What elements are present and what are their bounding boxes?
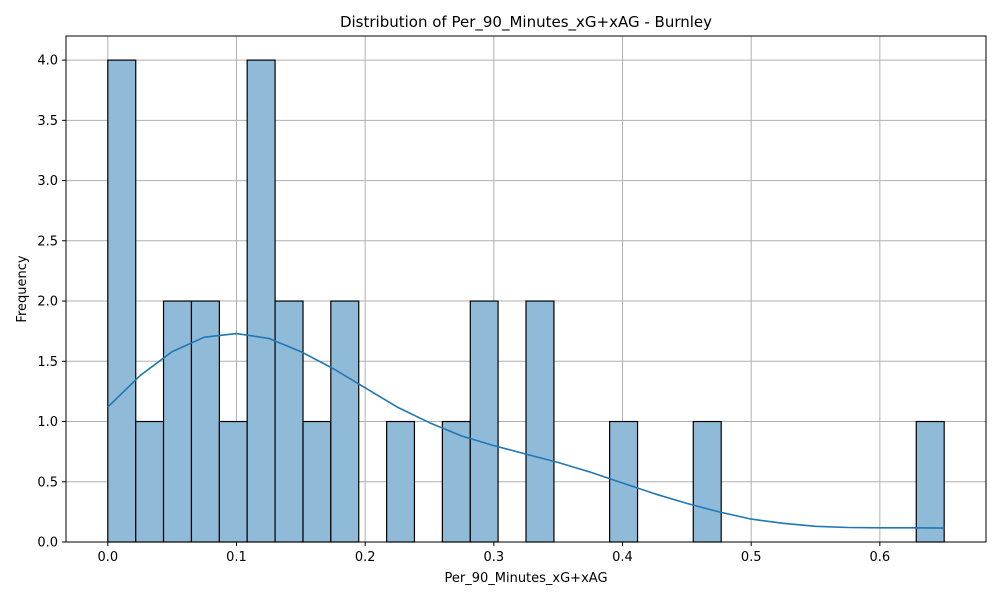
x-tick-label: 0.5 bbox=[741, 550, 762, 565]
x-tick-label: 0.2 bbox=[355, 550, 376, 565]
histogram-bars bbox=[107, 59, 945, 543]
y-axis-ticks: 0.0 0.5 1.0 1.5 2.0 2.5 3.0 3.5 4.0 bbox=[37, 54, 66, 551]
y-tick-label: 3.5 bbox=[37, 114, 58, 129]
histogram-bar bbox=[692, 420, 722, 543]
histogram-bar bbox=[274, 300, 304, 543]
x-tick-label: 0.0 bbox=[97, 550, 118, 565]
y-tick-label: 2.5 bbox=[37, 234, 58, 249]
y-tick-label: 3.0 bbox=[37, 174, 58, 189]
histogram-bar bbox=[302, 420, 332, 543]
histogram-bar bbox=[441, 420, 471, 543]
histogram-bar bbox=[386, 420, 416, 543]
x-axis-label: Per_90_Minutes_xG+xAG bbox=[444, 571, 607, 586]
x-tick-label: 0.1 bbox=[226, 550, 247, 565]
y-tick-label: 1.0 bbox=[37, 415, 58, 430]
histogram-bar bbox=[246, 59, 276, 543]
x-tick-label: 0.4 bbox=[612, 550, 633, 565]
histogram-bar bbox=[135, 420, 165, 543]
x-tick-label: 0.6 bbox=[870, 550, 891, 565]
x-tick-label: 0.3 bbox=[483, 550, 504, 565]
histogram-bar bbox=[218, 420, 248, 543]
y-tick-label: 1.5 bbox=[37, 355, 58, 370]
histogram-bar bbox=[162, 300, 193, 543]
y-tick-label: 4.0 bbox=[37, 54, 58, 69]
kde-line bbox=[107, 332, 945, 529]
histogram-bar bbox=[330, 300, 360, 543]
x-axis-ticks: 0.0 0.1 0.2 0.3 0.4 0.5 0.6 bbox=[97, 542, 890, 565]
histogram-bar bbox=[525, 300, 555, 543]
y-axis-label: Frequency bbox=[15, 255, 30, 322]
chart-title: Distribution of Per_90_Minutes_xG+xAG - … bbox=[340, 13, 712, 32]
kde-curve-group bbox=[107, 332, 945, 529]
y-tick-label: 0.5 bbox=[37, 475, 58, 490]
histogram-bar bbox=[915, 420, 945, 543]
y-tick-label: 2.0 bbox=[37, 295, 58, 310]
y-tick-label: 0.0 bbox=[37, 536, 58, 551]
histogram-bar bbox=[469, 300, 499, 543]
plot-frame bbox=[65, 35, 987, 543]
histogram-bar bbox=[107, 59, 137, 543]
histogram-bar bbox=[609, 420, 639, 543]
